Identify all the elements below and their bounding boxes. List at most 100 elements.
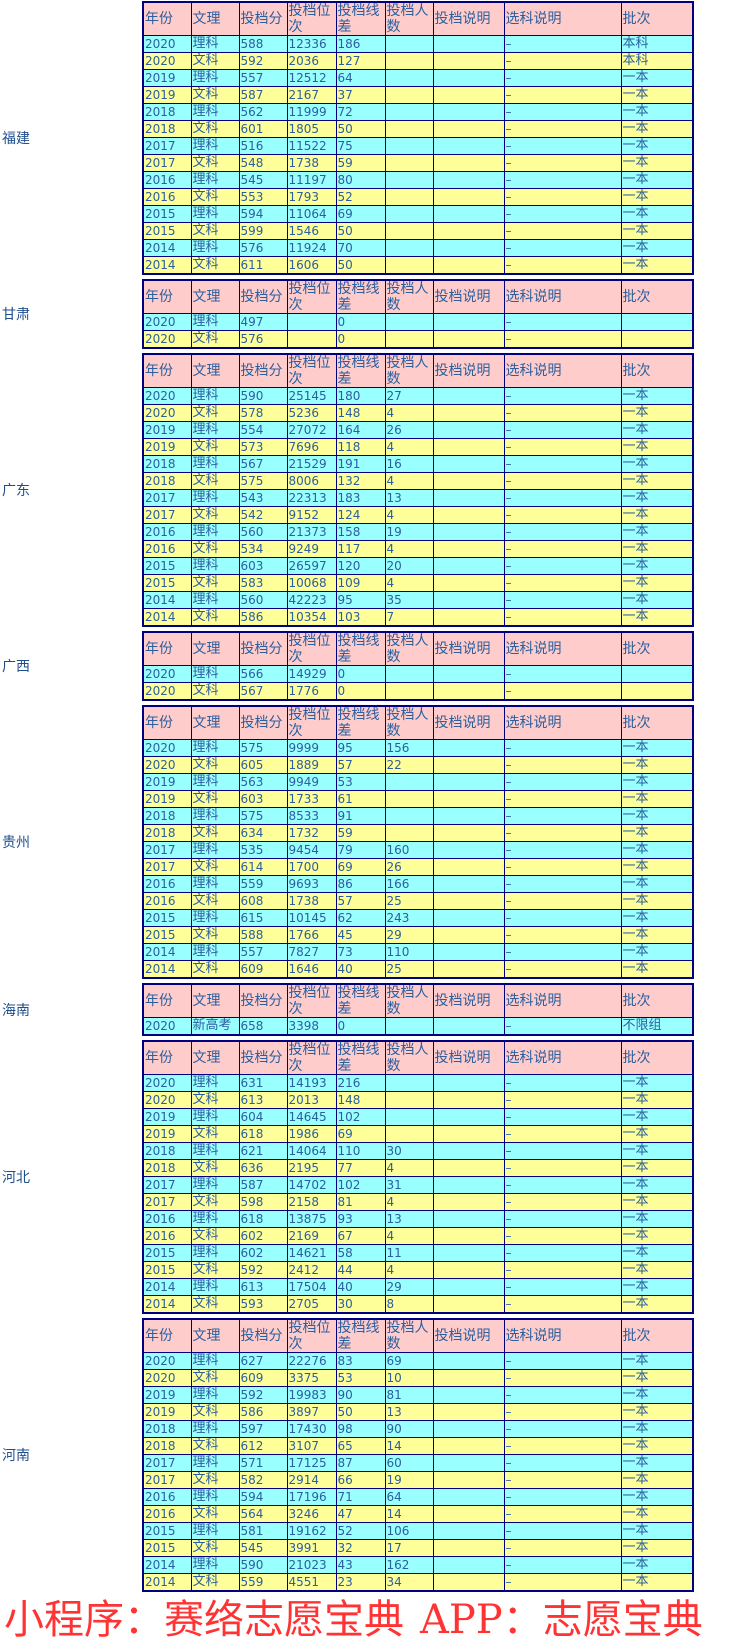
cell-batch: 一本 [620, 739, 694, 757]
cell-rank: 1738 [286, 892, 337, 910]
cell-count: 13 [384, 1403, 434, 1421]
cell-batch: 一本 [620, 608, 694, 627]
cell-rank: 2914 [286, 1471, 337, 1489]
cell-year: 2019 [142, 1108, 192, 1126]
column-header-batch: 批次 [620, 1318, 694, 1353]
score-table: 年份 文理 投档分 投档位次 投档线差 投档人数 投档说明 选科说明 批次 2020 理科 590 25… [142, 353, 694, 627]
cell-batch: 一本 [620, 557, 694, 575]
column-header-score: 投档分 [238, 705, 288, 740]
cell-batch: 一本 [620, 1386, 694, 1404]
cell-batch: 一本 [620, 1091, 694, 1109]
cell-score: 535 [238, 841, 288, 859]
cell-subject-note: – [503, 86, 622, 104]
cell-note [432, 1244, 505, 1262]
score-table: 年份 文理 投档分 投档位次 投档线差 投档人数 投档说明 选科说明 批次 2020 理科 631 14… [142, 1040, 694, 1314]
table-row: 2014 理科 576 11924 70 – 一本 [142, 239, 694, 257]
cell-year: 2015 [142, 1244, 192, 1262]
cell-score: 543 [238, 489, 288, 507]
cell-subject-note: – [503, 960, 622, 979]
watermark-line-2: APP：志愿宝典 [420, 1597, 703, 1643]
cell-note [432, 1193, 505, 1211]
cell-line-diff: 45 [335, 926, 386, 944]
cell-subject-note: – [503, 824, 622, 842]
table-row: 2017 理科 535 9454 79 160 – 一本 [142, 841, 694, 859]
cell-type: 文科 [190, 858, 240, 876]
cell-batch: 一本 [620, 171, 694, 189]
column-header-score: 投档分 [238, 983, 288, 1018]
cell-rank: 22276 [286, 1352, 337, 1370]
cell-year: 2016 [142, 523, 192, 541]
table-header-row: 年份 文理 投档分 投档位次 投档线差 投档人数 投档说明 选科说明 批次 [142, 983, 694, 1018]
cell-type: 理科 [190, 1352, 240, 1370]
table-row: 2019 理科 554 27072 164 26 – 一本 [142, 421, 694, 439]
cell-subject-note: – [503, 239, 622, 257]
cell-note [432, 841, 505, 859]
cell-batch: 一本 [620, 387, 694, 405]
cell-rank: 9999 [286, 739, 337, 757]
cell-year: 2015 [142, 909, 192, 927]
cell-score: 601 [238, 120, 288, 138]
cell-subject-note: – [503, 608, 622, 627]
table-row: 2019 理科 557 12512 64 – 一本 [142, 69, 694, 87]
cell-batch: 一本 [620, 154, 694, 172]
cell-batch: 一本 [620, 756, 694, 774]
cell-year: 2019 [142, 421, 192, 439]
cell-year: 2017 [142, 1176, 192, 1194]
table-row: 2019 文科 586 3897 50 13 – 一本 [142, 1403, 694, 1421]
cell-line-diff: 40 [335, 960, 386, 979]
cell-rank: 14621 [286, 1244, 337, 1262]
cell-note [432, 1261, 505, 1279]
province-label: 甘肃 [2, 307, 30, 323]
cell-score: 590 [238, 387, 288, 405]
cell-count [384, 205, 434, 223]
cell-type: 理科 [190, 1556, 240, 1574]
cell-type: 文科 [190, 756, 240, 774]
cell-type: 文科 [190, 1261, 240, 1279]
cell-year: 2014 [142, 591, 192, 609]
cell-rank: 9454 [286, 841, 337, 859]
cell-batch: 一本 [620, 1210, 694, 1228]
table-row: 2019 理科 592 19983 90 81 – 一本 [142, 1386, 694, 1404]
province-section: 甘肃 年份 文理 投档分 投档位次 投档线差 投档人数 投档说明 选科说明 批次 2020 理科 497… [0, 279, 694, 349]
cell-score: 578 [238, 404, 288, 422]
score-table: 年份 文理 投档分 投档位次 投档线差 投档人数 投档说明 选科说明 批次 2020 理科 627 22… [142, 1318, 694, 1592]
cell-score: 566 [238, 665, 288, 683]
cell-batch: 一本 [620, 404, 694, 422]
cell-year: 2019 [142, 773, 192, 791]
cell-note [432, 739, 505, 757]
cell-line-diff: 110 [335, 1142, 386, 1160]
table-row: 2016 文科 602 2169 67 4 – 一本 [142, 1227, 694, 1245]
cell-score: 575 [238, 739, 288, 757]
cell-subject-note: – [503, 665, 622, 683]
cell-score: 603 [238, 790, 288, 808]
table-header-row: 年份 文理 投档分 投档位次 投档线差 投档人数 投档说明 选科说明 批次 [142, 1318, 694, 1353]
cell-line-diff: 69 [335, 1125, 386, 1143]
cell-batch: 一本 [620, 540, 694, 558]
cell-batch: 一本 [620, 455, 694, 473]
cell-type: 文科 [190, 506, 240, 524]
cell-rank: 11999 [286, 103, 337, 121]
cell-count [384, 52, 434, 70]
cell-type: 理科 [190, 591, 240, 609]
cell-year: 2015 [142, 1522, 192, 1540]
cell-type: 新高考 [190, 1017, 240, 1036]
column-header-year: 年份 [142, 279, 192, 314]
cell-line-diff: 95 [335, 591, 386, 609]
cell-count: 4 [384, 472, 434, 490]
table-row: 2020 理科 631 14193 216 – 一本 [142, 1074, 694, 1092]
cell-note [432, 960, 505, 979]
cell-count [384, 773, 434, 791]
cell-note [432, 756, 505, 774]
cell-batch [620, 330, 694, 349]
column-header-count: 投档人数 [384, 1, 434, 36]
cell-line-diff: 0 [335, 682, 386, 701]
cell-type: 理科 [190, 489, 240, 507]
cell-note [432, 330, 505, 349]
cell-line-diff: 80 [335, 171, 386, 189]
cell-subject-note: – [503, 1539, 622, 1557]
cell-line-diff: 66 [335, 1471, 386, 1489]
cell-note [432, 52, 505, 70]
cell-subject-note: – [503, 943, 622, 961]
cell-score: 562 [238, 103, 288, 121]
cell-batch: 一本 [620, 1142, 694, 1160]
